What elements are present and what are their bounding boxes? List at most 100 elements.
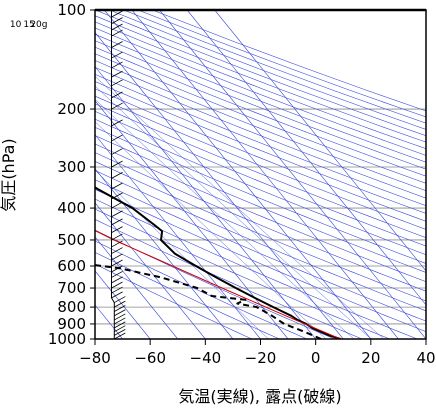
wind-barb (111, 291, 123, 299)
wind-barb (114, 329, 126, 336)
wind-barb (111, 276, 123, 284)
wind-barb (111, 226, 123, 233)
wind-barb (111, 70, 123, 78)
wind-barb (114, 325, 126, 333)
wind-barb (114, 317, 126, 325)
isotherm-line (95, 236, 178, 339)
wind-barb (111, 182, 123, 190)
dry-adiabat-line (95, 46, 426, 177)
series-layer (95, 186, 341, 339)
y-tick-label: 1000 (48, 330, 86, 348)
wind-barb (114, 332, 126, 339)
dry-adiabat-line (95, 73, 426, 207)
grid-layer (95, 10, 426, 339)
mixing-ratio-line (95, 98, 355, 339)
reference-line (95, 229, 341, 339)
dry-adiabat-line (95, 252, 280, 339)
y-tick-label: 600 (57, 257, 86, 275)
wind-barb (111, 10, 123, 18)
wind-barb (111, 265, 123, 273)
isotherm-line (104, 10, 372, 339)
dry-adiabat-line (95, 111, 426, 247)
x-tick-label: −40 (190, 349, 222, 367)
wind-barb (111, 218, 123, 226)
wind-barb (111, 286, 123, 294)
dry-adiabat-line (95, 88, 426, 222)
y-tick-label: 500 (57, 231, 86, 249)
isotherm-line (186, 10, 426, 306)
dry-adiabat-line (95, 198, 418, 339)
y-tick-label: 300 (57, 158, 86, 176)
mixing-ratio-label: 20g (30, 20, 47, 30)
dry-adiabat-line (95, 95, 426, 230)
wind-barb (111, 253, 123, 261)
wind-barb (114, 313, 126, 321)
isotherm-line (95, 134, 261, 339)
wind-barb (114, 321, 126, 329)
y-axis-label: 気圧(hPa) (0, 138, 18, 211)
dry-adiabat-line (95, 118, 426, 256)
x-tick-label: −80 (79, 349, 111, 367)
dry-adiabat-line (95, 40, 426, 170)
x-tick-label: −60 (134, 349, 166, 367)
wind-barb (111, 259, 123, 267)
wind-barb (111, 79, 123, 87)
dry-adiabat-line (95, 188, 426, 332)
dry-adiabat-line (95, 60, 426, 192)
wind-profile-layer (111, 10, 126, 339)
x-tick-label: 0 (311, 349, 321, 367)
dry-adiabat-line (95, 21, 426, 150)
x-axis-label: 気温(実線), 露点(破線) (178, 387, 341, 406)
wind-barb (114, 300, 126, 308)
x-tick-label: 20 (361, 349, 380, 367)
dry-adiabat-line (95, 219, 363, 339)
y-tick-label: 100 (57, 1, 86, 19)
wind-barb (111, 91, 123, 99)
dry-adiabat-line (95, 143, 426, 283)
wind-barb (111, 134, 123, 142)
dry-adiabat-line (95, 135, 426, 273)
wind-barb (111, 192, 123, 200)
y-tick-label: 800 (57, 298, 86, 316)
wind-barb (111, 281, 123, 289)
wind-barb (111, 247, 123, 254)
mixing-ratio-label: 15 (23, 20, 34, 30)
dry-adiabat-line (95, 81, 426, 214)
wind-barb (111, 172, 123, 179)
wind-barb (111, 148, 123, 155)
mixing-ratio-line (95, 169, 269, 339)
y-tick-label: 400 (57, 199, 86, 217)
wind-barb (111, 271, 123, 278)
dry-adiabat-line (95, 27, 426, 156)
wind-barb (111, 23, 123, 31)
wind-barb (111, 233, 123, 241)
dry-adiabat-line (95, 103, 426, 239)
wind-barb (111, 102, 123, 110)
wind-barb (111, 17, 123, 24)
x-axis-ticks: −80 −60 −40 −20 0 20 40 (79, 339, 436, 367)
wind-barb (111, 61, 123, 69)
dry-adiabat-line (95, 127, 426, 264)
mixing-ratio-line (95, 121, 327, 339)
wind-barb (111, 210, 123, 218)
isotherm-line (159, 10, 426, 339)
isotherm-line (95, 270, 151, 339)
dry-adiabat-line (95, 53, 426, 184)
dry-adiabat-line (95, 240, 308, 339)
dry-adiabat-line (95, 33, 426, 163)
isotherm-line (214, 10, 426, 272)
y-tick-label: 900 (57, 315, 86, 333)
mixing-ratio-line (95, 85, 372, 339)
wind-barb (111, 119, 123, 127)
x-tick-label: 40 (416, 349, 435, 367)
isotherm-line (95, 100, 289, 339)
wind-barb (114, 296, 126, 303)
wind-barb (111, 29, 123, 37)
wind-barb (111, 201, 123, 209)
wind-barb (111, 160, 123, 168)
mixing-ratio-label: 10 (10, 20, 22, 30)
dry-adiabat-line (95, 67, 426, 199)
wind-barb (114, 305, 126, 312)
